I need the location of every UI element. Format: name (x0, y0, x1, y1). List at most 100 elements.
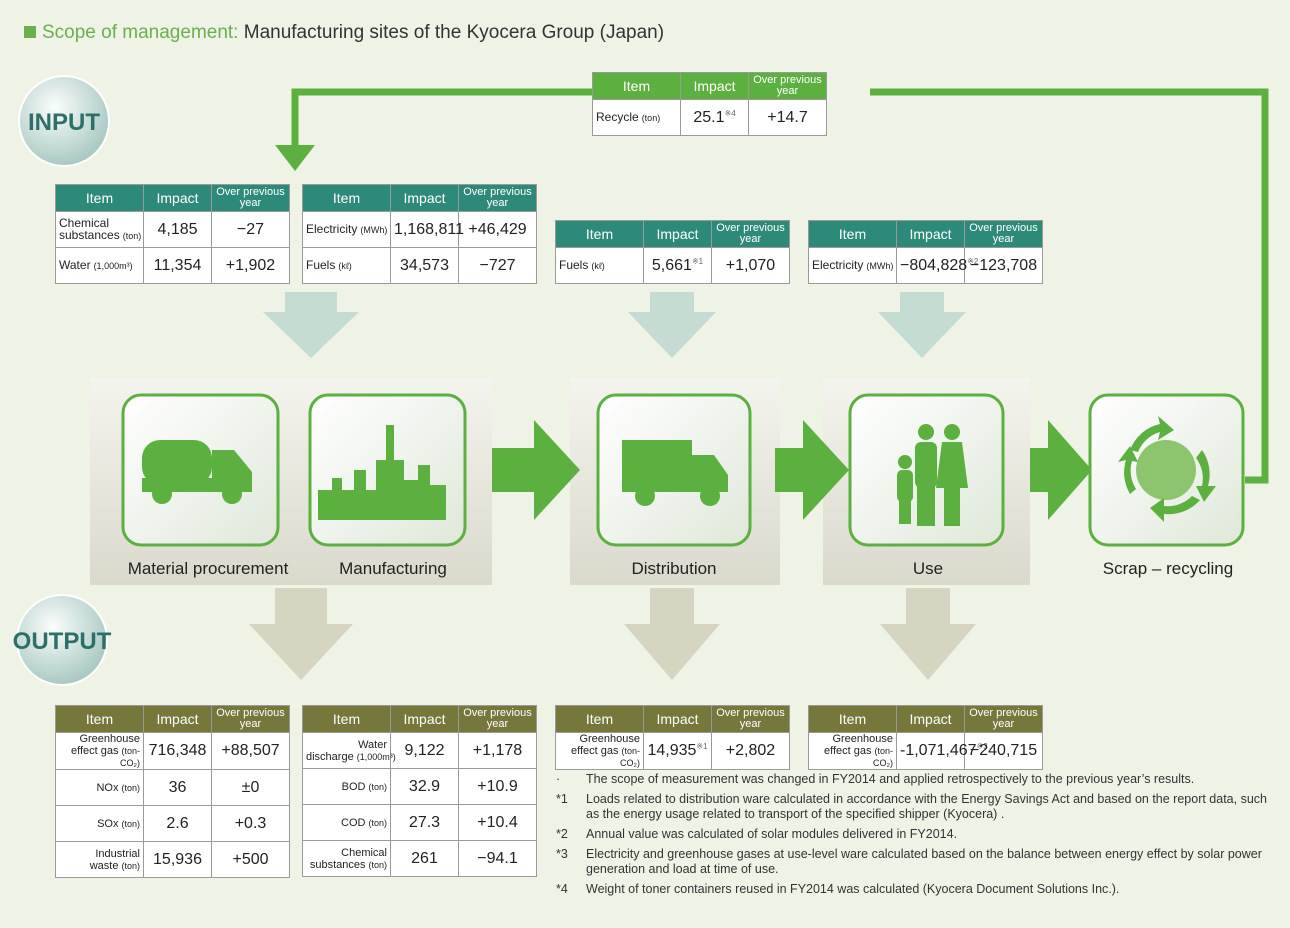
item-name: SOx (97, 818, 118, 830)
header-row: ItemImpactOver previous year (809, 221, 1043, 248)
change-cell: +10.4 (459, 805, 537, 841)
footnote-mark: *2 (556, 827, 586, 842)
item-cell: Electricity(MWh) (809, 248, 897, 284)
header-cell: Over previous year (749, 73, 827, 100)
header-cell: Item (56, 185, 144, 212)
table-row: Fuels(kℓ)34,573−727 (303, 248, 537, 284)
table-row: SOx(ton) 2.6 +0.3 (56, 806, 290, 842)
change-cell: −27 (212, 212, 290, 248)
change-cell: +2,802 (712, 733, 790, 770)
item-unit: (ton-CO₂) (620, 746, 640, 768)
item-cell: Chemical substances(ton) (303, 841, 391, 877)
header-cell: Item (56, 706, 144, 733)
item-cell: Recycle(ton) (593, 100, 681, 136)
footnote-text: Loads related to distribution ware calcu… (586, 792, 1280, 822)
table-row: NOx(ton)36±0 (56, 770, 290, 806)
header-cell: Impact (391, 706, 459, 733)
impact-cell: 716,348 (144, 733, 212, 770)
stage-label: Manufacturing (339, 559, 447, 578)
data-table: ItemImpactOver previous yearElectricity(… (302, 184, 537, 284)
table-row: Greenhouse effect gas(ton-CO₂)716,348+88… (56, 733, 290, 770)
header-cell: Impact (681, 73, 749, 100)
item-cell: Chemical substances(ton) (56, 212, 144, 248)
impact-value: 716,348 (149, 742, 207, 759)
item-unit: (kℓ) (591, 261, 604, 271)
item-cell: SOx(ton) (56, 806, 144, 842)
footnote: *1Loads related to distribution ware cal… (556, 792, 1280, 822)
table-row: Industrial waste(ton) 15,936 +500 (56, 842, 290, 878)
item-unit: (ton) (642, 113, 661, 123)
table-row: Water discharge(1,000m³)9,122+1,178 (303, 733, 537, 769)
stage-label: Scrap – recycling (1103, 559, 1233, 578)
item-name: Recycle (596, 110, 639, 124)
impact-value: 15,936 (153, 851, 202, 868)
item-unit: (ton) (121, 783, 140, 793)
header-prefix: Scope of management: (42, 22, 238, 43)
loop-line (295, 92, 592, 145)
table-row: Recycle(ton)25.1※4+14.7 (593, 100, 827, 136)
change-cell: +1,902 (212, 248, 290, 284)
item-cell: Industrial waste(ton) (56, 842, 144, 878)
header-cell: Over previous year (212, 185, 290, 212)
stage-label: Distribution (631, 559, 716, 578)
change-cell: +88,507 (212, 733, 290, 770)
header-cell: Impact (144, 706, 212, 733)
item-cell: COD(ton) (303, 805, 391, 841)
change-cell: +500 (212, 842, 290, 878)
change-cell: −123,708 (965, 248, 1043, 284)
item-unit: (ton) (121, 819, 140, 829)
footnote-mark: *1 (556, 792, 586, 822)
header-cell: Impact (897, 221, 965, 248)
data-table: ItemImpactOver previous yearWater discha… (302, 705, 537, 877)
item-name: Fuels (306, 258, 335, 272)
header-cell: Over previous year (965, 221, 1043, 248)
loop-arrowhead (275, 145, 315, 171)
impact-value: 2.6 (166, 815, 188, 832)
impact-value: 5,661 (652, 257, 692, 274)
item-unit: (MWh) (866, 261, 893, 271)
header: Scope of management: Manufacturing sites… (24, 22, 664, 44)
item-unit: (MWh) (360, 225, 387, 235)
change-cell: +1,178 (459, 733, 537, 769)
table-row: Chemical substances(ton)4,185−27 (56, 212, 290, 248)
impact-cell: 2.6 (144, 806, 212, 842)
footnotes: ·The scope of measurement was changed in… (556, 772, 1280, 902)
impact-value: 1,168,811 (394, 221, 464, 238)
impact-cell: 25.1※4 (681, 100, 749, 136)
item-name: COD (341, 817, 365, 829)
header-cell: Over previous year (459, 706, 537, 733)
item-cell: Water(1,000m³) (56, 248, 144, 284)
header-cell: Impact (897, 706, 965, 733)
item-cell: Fuels(kℓ) (556, 248, 644, 284)
change-cell: −727 (459, 248, 537, 284)
note-mark: ※4 (724, 109, 735, 118)
impact-cell: 261 (391, 841, 459, 877)
impact-cell: −804,828※2 (897, 248, 965, 284)
table-row: Electricity(MWh)−804,828※2−123,708 (809, 248, 1043, 284)
impact-value: 25.1 (693, 109, 724, 126)
item-name: Fuels (559, 258, 588, 272)
impact-value: 14,935 (647, 742, 696, 759)
item-unit: (ton) (123, 231, 142, 241)
item-unit: (ton) (368, 818, 387, 828)
item-cell: NOx(ton) (56, 770, 144, 806)
impact-value: 261 (411, 850, 438, 867)
change-cell: +0.3 (212, 806, 290, 842)
header-cell: Over previous year (965, 706, 1043, 733)
impact-cell: 27.3 (391, 805, 459, 841)
impact-cell: -1,071,467※3 (897, 733, 965, 770)
stage-label: Material procurement (128, 559, 289, 578)
header-row: ItemImpactOver previous year (593, 73, 827, 100)
data-table: ItemImpactOver previous yearElectricity(… (808, 220, 1043, 284)
item-unit: (ton) (368, 782, 387, 792)
footnote-text: The scope of measurement was changed in … (586, 772, 1194, 787)
item-name: Chemical substances (59, 216, 120, 242)
impact-cell: 15,936 (144, 842, 212, 878)
